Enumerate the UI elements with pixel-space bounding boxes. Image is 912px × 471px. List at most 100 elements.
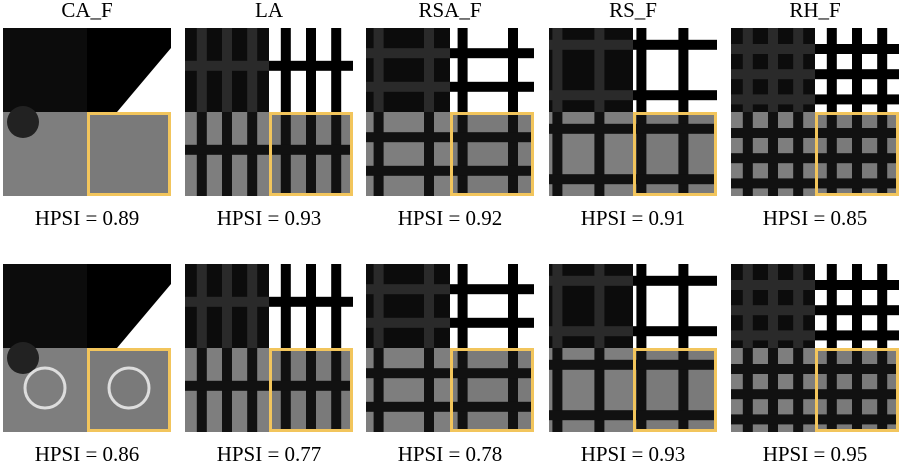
bar bbox=[815, 178, 899, 188]
bar bbox=[458, 112, 468, 196]
bar bbox=[633, 124, 717, 134]
bar bbox=[366, 284, 450, 294]
bar bbox=[366, 82, 450, 92]
bar bbox=[450, 318, 534, 328]
tile-input bbox=[3, 28, 87, 112]
score-label: HPSI = 0.93 bbox=[217, 206, 322, 230]
bar bbox=[815, 94, 899, 104]
panel bbox=[549, 28, 717, 196]
bar bbox=[374, 348, 384, 432]
bar bbox=[731, 178, 815, 188]
bar bbox=[185, 61, 269, 71]
bar bbox=[731, 364, 815, 374]
bar bbox=[731, 69, 815, 79]
bar bbox=[815, 280, 899, 290]
panel bbox=[3, 264, 171, 432]
bar bbox=[549, 360, 633, 370]
bar bbox=[458, 264, 468, 348]
bar bbox=[366, 132, 450, 142]
bar bbox=[731, 94, 815, 104]
bar bbox=[633, 326, 717, 336]
bar bbox=[450, 284, 534, 294]
column-title: LA bbox=[255, 0, 284, 22]
bar bbox=[450, 82, 534, 92]
bar bbox=[731, 414, 815, 424]
bar bbox=[424, 28, 434, 112]
bar bbox=[815, 364, 899, 374]
bar bbox=[815, 44, 899, 54]
panel bbox=[366, 264, 534, 432]
bar bbox=[450, 48, 534, 58]
bar bbox=[815, 305, 899, 315]
score-label: HPSI = 0.77 bbox=[217, 442, 322, 466]
bar bbox=[269, 381, 353, 391]
bar bbox=[508, 264, 518, 348]
bar bbox=[549, 410, 633, 420]
panel bbox=[3, 28, 171, 196]
bar bbox=[185, 145, 269, 155]
score-label: HPSI = 0.89 bbox=[35, 206, 140, 230]
bar bbox=[508, 348, 518, 432]
bar bbox=[185, 297, 269, 307]
bar bbox=[731, 128, 815, 138]
tile-input bbox=[3, 264, 87, 348]
figure: CA_F HPSI = 0.89 HPSI = 0.86 LA HPSI = 0.93 H… bbox=[0, 0, 912, 471]
bar bbox=[269, 297, 353, 307]
tile-output bbox=[87, 348, 171, 432]
bar bbox=[450, 368, 534, 378]
bar bbox=[458, 28, 468, 112]
bar bbox=[424, 264, 434, 348]
score-label: HPSI = 0.86 bbox=[35, 442, 140, 466]
bar bbox=[458, 348, 468, 432]
bar bbox=[269, 61, 353, 71]
panel bbox=[731, 28, 899, 196]
bar bbox=[549, 326, 633, 336]
score-label: HPSI = 0.78 bbox=[398, 442, 503, 466]
bar bbox=[366, 318, 450, 328]
bar bbox=[731, 44, 815, 54]
bar bbox=[450, 402, 534, 412]
column-title: CA_F bbox=[61, 0, 112, 22]
panel bbox=[185, 28, 353, 196]
shape bbox=[7, 106, 39, 138]
panel bbox=[731, 264, 899, 432]
bar bbox=[508, 112, 518, 196]
bar bbox=[366, 402, 450, 412]
bar bbox=[374, 28, 384, 112]
bar bbox=[731, 153, 815, 163]
score-label: HPSI = 0.92 bbox=[398, 206, 503, 230]
bar bbox=[731, 330, 815, 340]
score-label: HPSI = 0.93 bbox=[581, 442, 686, 466]
shape bbox=[7, 342, 39, 374]
panel bbox=[366, 28, 534, 196]
bar bbox=[374, 264, 384, 348]
bar bbox=[366, 368, 450, 378]
score-label: HPSI = 0.95 bbox=[763, 442, 868, 466]
panel bbox=[185, 264, 353, 432]
bar bbox=[731, 305, 815, 315]
bar bbox=[731, 389, 815, 399]
bar bbox=[549, 124, 633, 134]
bar bbox=[633, 174, 717, 184]
bar bbox=[815, 69, 899, 79]
panel bbox=[549, 264, 717, 432]
bar bbox=[815, 414, 899, 424]
bar bbox=[366, 48, 450, 58]
bar bbox=[508, 28, 518, 112]
bar bbox=[815, 330, 899, 340]
bar bbox=[633, 90, 717, 100]
bar bbox=[374, 112, 384, 196]
bar bbox=[633, 276, 717, 286]
column-title: RS_F bbox=[609, 0, 657, 22]
bar bbox=[633, 360, 717, 370]
column-title: RH_F bbox=[789, 0, 840, 22]
bar bbox=[424, 348, 434, 432]
bar bbox=[549, 276, 633, 286]
bar bbox=[549, 174, 633, 184]
bar bbox=[366, 166, 450, 176]
bar bbox=[450, 166, 534, 176]
tile-output bbox=[87, 112, 171, 196]
column-title: RSA_F bbox=[418, 0, 481, 22]
bar bbox=[450, 132, 534, 142]
bar bbox=[815, 389, 899, 399]
